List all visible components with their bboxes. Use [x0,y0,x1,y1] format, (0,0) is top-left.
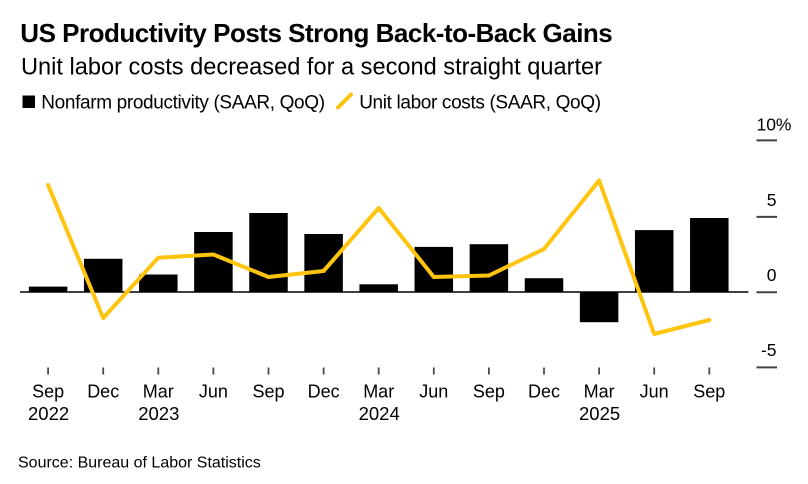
svg-text:Dec: Dec [87,382,119,402]
svg-text:Sep: Sep [252,382,284,402]
svg-text:Nonfarm productivity (SAAR, Qo: Nonfarm productivity (SAAR, QoQ) [41,93,324,114]
svg-text:Sep: Sep [32,382,64,402]
svg-text:Mar: Mar [363,382,394,402]
svg-text:Jun: Jun [199,382,228,402]
svg-text:Jun: Jun [640,382,669,402]
svg-text:2023: 2023 [138,403,179,424]
svg-text:Source: Bureau of Labor Statis: Source: Bureau of Labor Statistics [18,455,261,472]
svg-text:2024: 2024 [359,403,400,424]
svg-text:Sep: Sep [473,382,505,402]
svg-text:Jun: Jun [419,382,448,402]
svg-text:5: 5 [767,190,777,210]
svg-text:Dec: Dec [308,382,340,402]
svg-text:US Productivity Posts Strong B: US Productivity Posts Strong Back-to-Bac… [20,18,612,48]
svg-text:2022: 2022 [28,403,69,424]
svg-text:Dec: Dec [528,382,560,402]
svg-text:Unit labor costs (SAAR, QoQ): Unit labor costs (SAAR, QoQ) [359,93,601,114]
svg-text:2025: 2025 [579,403,620,424]
svg-text:0: 0 [767,265,777,285]
svg-text:Unit labor costs decreased for: Unit labor costs decreased for a second … [21,55,602,81]
svg-text:Mar: Mar [584,382,615,402]
svg-text:10%: 10% [756,114,791,134]
svg-text:Mar: Mar [143,382,174,402]
svg-text:Sep: Sep [693,382,725,402]
svg-text:-5: -5 [761,340,777,360]
